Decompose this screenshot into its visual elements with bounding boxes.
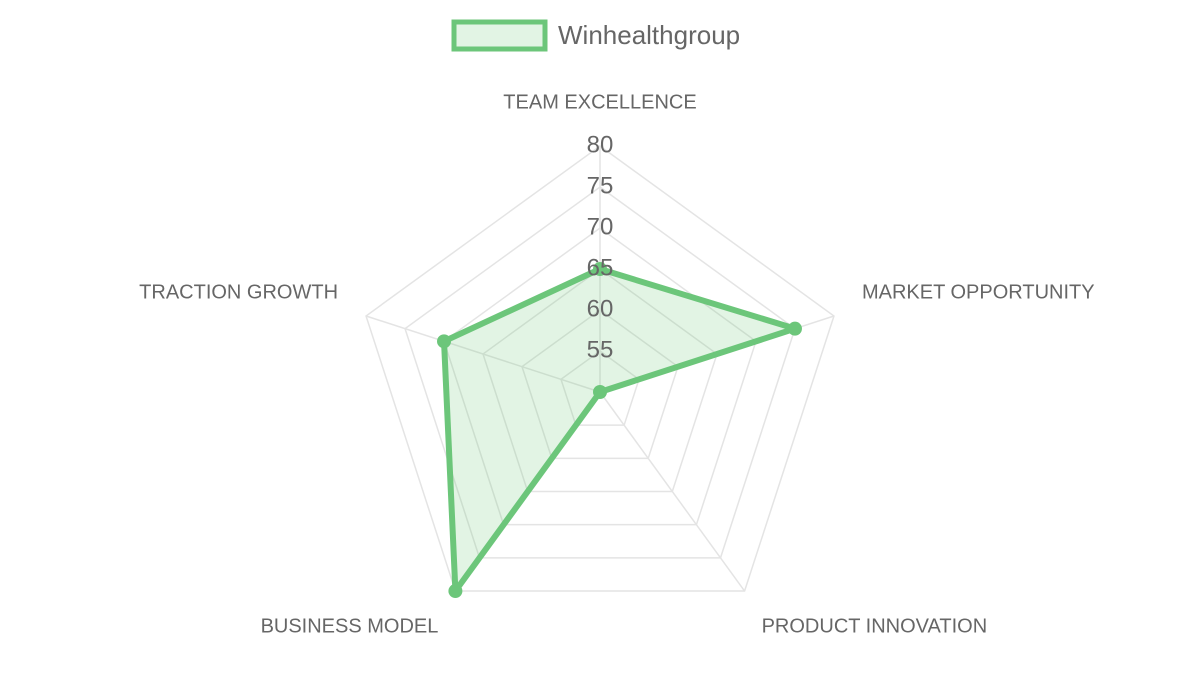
data-point	[437, 334, 452, 349]
r-tick-label: 70	[587, 213, 614, 240]
legend[interactable]: Winhealthgroup	[451, 19, 740, 52]
category-label: TEAM EXCELLENCE	[503, 91, 696, 113]
plot-area	[437, 262, 802, 599]
grid-ring	[443, 227, 757, 526]
grid-ring	[404, 186, 796, 559]
spoke	[365, 315, 601, 393]
legend-label: Winhealthgroup	[558, 20, 740, 50]
labels: 55 60 65 70 75 80 TEAM EXCELLENCE MARKET OPPORT…	[139, 91, 1094, 637]
grid-ring	[521, 309, 679, 460]
data-point	[593, 262, 607, 276]
grid-ring	[365, 145, 835, 592]
legend-swatch	[451, 19, 548, 52]
data-point	[593, 385, 607, 399]
data-point	[787, 321, 802, 336]
data-point	[448, 584, 463, 599]
r-tick-label: 55	[587, 336, 614, 363]
r-tick-label: 80	[587, 131, 614, 158]
series-area	[441, 266, 798, 595]
category-label: TRACTION GROWTH	[139, 281, 338, 303]
category-label: BUSINESS MODEL	[261, 615, 439, 637]
category-label: PRODUCT INNOVATION	[762, 615, 988, 637]
r-tick-label: 60	[587, 295, 614, 322]
r-tick-label: 75	[587, 172, 614, 199]
grid-ring	[482, 268, 718, 493]
grid-ring	[560, 350, 640, 426]
category-label: MARKET OPPORTUNITY	[862, 281, 1095, 303]
spoke	[599, 391, 746, 592]
r-tick-label: 65	[587, 254, 614, 281]
